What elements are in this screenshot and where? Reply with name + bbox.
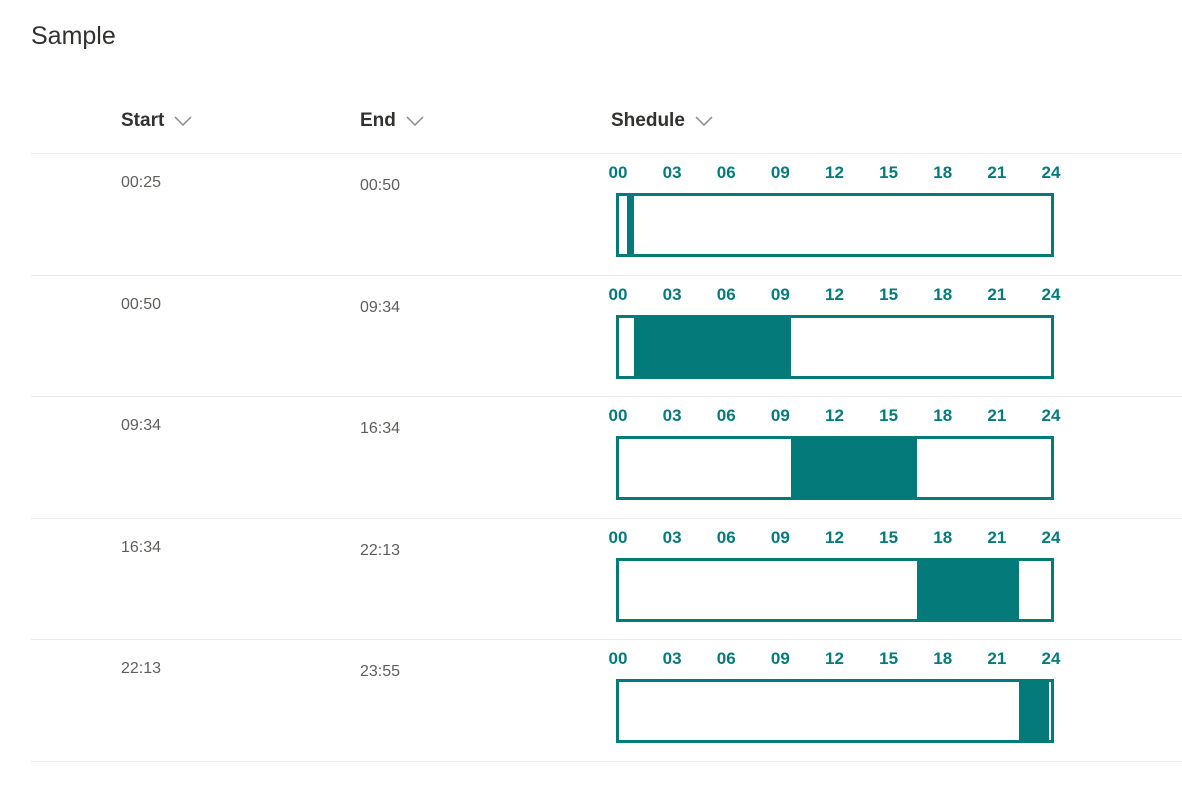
tick-label: 03 bbox=[662, 284, 682, 304]
table-row[interactable]: 00:50 09:34 00 03 06 09 12 15 18 21 24 bbox=[31, 276, 1182, 397]
tick-label: 24 bbox=[1041, 527, 1061, 547]
column-header-schedule[interactable]: Shedule bbox=[611, 110, 713, 132]
schedule-timeline: 00 03 06 09 12 15 18 21 24 bbox=[603, 528, 1069, 624]
tick-label: 18 bbox=[933, 649, 953, 668]
timeline-bar bbox=[616, 557, 1054, 622]
chevron-down-icon bbox=[406, 116, 424, 127]
end-time: 23:55 bbox=[360, 663, 401, 680]
timeline-ticks: 00 03 06 09 12 15 18 21 24 bbox=[603, 406, 1069, 428]
timeline-bar bbox=[616, 314, 1054, 379]
timeline-ticks: 00 03 06 09 12 15 18 21 24 bbox=[603, 163, 1069, 185]
column-header-end[interactable]: End bbox=[360, 110, 424, 132]
tick-label: 00 bbox=[608, 284, 628, 304]
tick-label: 00 bbox=[608, 406, 628, 425]
tick-label: 21 bbox=[987, 163, 1007, 182]
schedule-timeline: 00 03 06 09 12 15 18 21 24 bbox=[603, 163, 1069, 259]
timeline-ticks: 00 03 06 09 12 15 18 21 24 bbox=[603, 285, 1069, 307]
tick-label: 06 bbox=[716, 163, 736, 182]
tick-label: 09 bbox=[770, 649, 790, 668]
tick-label: 24 bbox=[1041, 284, 1061, 304]
tick-label: 21 bbox=[987, 284, 1007, 304]
tick-label: 24 bbox=[1041, 406, 1061, 425]
tick-label: 18 bbox=[933, 527, 953, 547]
tick-label: 00 bbox=[608, 163, 628, 182]
timeline-fill bbox=[634, 317, 792, 376]
tick-label: 12 bbox=[825, 527, 844, 547]
tick-label: 06 bbox=[716, 649, 736, 668]
start-time: 16:34 bbox=[121, 538, 162, 556]
tick-label: 06 bbox=[716, 284, 736, 304]
column-header-schedule-label: Shedule bbox=[611, 110, 685, 131]
schedule-timeline: 00 03 06 09 12 15 18 21 24 bbox=[603, 649, 1069, 745]
tick-label: 21 bbox=[987, 649, 1007, 668]
timeline-fill bbox=[917, 560, 1019, 619]
tick-label: 15 bbox=[879, 649, 899, 668]
table-row[interactable]: 22:13 23:55 00 03 06 09 12 15 18 21 24 bbox=[31, 640, 1182, 762]
tick-label: 09 bbox=[770, 163, 790, 182]
chevron-down-icon bbox=[174, 116, 192, 127]
tick-label: 06 bbox=[716, 406, 736, 425]
tick-label: 03 bbox=[662, 163, 682, 182]
tick-label: 09 bbox=[770, 406, 790, 425]
timeline-fill bbox=[791, 439, 918, 497]
schedule-timeline: 00 03 06 09 12 15 18 21 24 bbox=[603, 406, 1069, 502]
end-time: 22:13 bbox=[360, 541, 401, 559]
tick-label: 15 bbox=[879, 163, 899, 182]
tick-label: 00 bbox=[608, 527, 628, 547]
start-time: 00:25 bbox=[121, 174, 162, 191]
table-row[interactable]: 16:34 22:13 00 03 06 09 12 15 18 21 24 bbox=[31, 519, 1182, 640]
timeline-bar bbox=[616, 193, 1054, 257]
table-row[interactable]: 00:25 00:50 00 03 06 09 12 15 18 21 24 bbox=[31, 154, 1182, 276]
tick-label: 00 bbox=[608, 649, 628, 668]
tick-label: 15 bbox=[879, 527, 899, 547]
tick-label: 06 bbox=[716, 527, 736, 547]
tick-label: 24 bbox=[1041, 649, 1061, 668]
end-time: 00:50 bbox=[360, 177, 401, 194]
column-header-end-label: End bbox=[360, 110, 396, 131]
column-header-start-label: Start bbox=[121, 110, 165, 131]
tick-label: 12 bbox=[825, 163, 844, 182]
tick-label: 12 bbox=[825, 649, 844, 668]
list-header: Start End Shedule bbox=[31, 90, 1182, 154]
tick-label: 21 bbox=[987, 527, 1007, 547]
end-time: 16:34 bbox=[360, 420, 401, 437]
tick-label: 15 bbox=[879, 406, 899, 425]
list-body: 00:25 00:50 00 03 06 09 12 15 18 21 24 00:50 09:34 00… bbox=[31, 154, 1182, 762]
tick-label: 18 bbox=[933, 406, 953, 425]
start-time: 00:50 bbox=[121, 295, 162, 313]
timeline-fill bbox=[1018, 682, 1050, 740]
tick-label: 09 bbox=[770, 527, 790, 547]
tick-label: 03 bbox=[662, 406, 682, 425]
tick-label: 03 bbox=[662, 649, 682, 668]
column-header-start[interactable]: Start bbox=[121, 110, 192, 132]
end-time: 09:34 bbox=[360, 298, 401, 316]
tick-label: 09 bbox=[770, 284, 790, 304]
tick-label: 12 bbox=[825, 284, 844, 304]
tick-label: 21 bbox=[987, 406, 1007, 425]
chevron-down-icon bbox=[695, 116, 713, 127]
table-row[interactable]: 09:34 16:34 00 03 06 09 12 15 18 21 24 bbox=[31, 397, 1182, 519]
tick-label: 24 bbox=[1041, 163, 1061, 182]
timeline-ticks: 00 03 06 09 12 15 18 21 24 bbox=[603, 649, 1069, 671]
timeline-bar bbox=[616, 679, 1054, 743]
timeline-ticks: 00 03 06 09 12 15 18 21 24 bbox=[603, 528, 1069, 550]
tick-label: 03 bbox=[662, 527, 682, 547]
start-time: 09:34 bbox=[121, 417, 162, 434]
start-time: 22:13 bbox=[121, 660, 162, 677]
tick-label: 12 bbox=[825, 406, 844, 425]
tick-label: 18 bbox=[933, 284, 953, 304]
page-title: Sample bbox=[31, 22, 116, 50]
tick-label: 18 bbox=[933, 163, 953, 182]
schedule-timeline: 00 03 06 09 12 15 18 21 24 bbox=[603, 285, 1069, 381]
timeline-fill bbox=[626, 196, 634, 254]
timeline-bar bbox=[616, 436, 1054, 500]
tick-label: 15 bbox=[879, 284, 899, 304]
